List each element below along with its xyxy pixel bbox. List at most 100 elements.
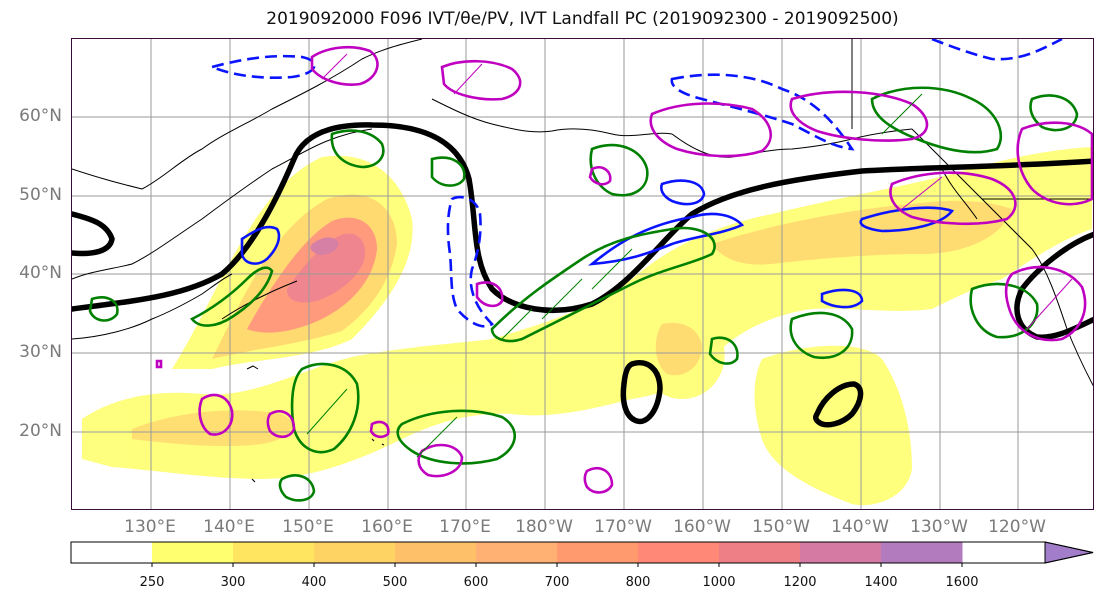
pv-contour-5 [189,266,274,327]
colorbar-outline [70,541,1094,564]
lon-label-170w: 170°W [594,517,652,537]
lon-label-170e: 170°E [439,517,491,537]
colorbar-tick-700: 700 [544,575,570,590]
theta-e-solid-5 [859,206,955,233]
landfall-pc-1 [310,45,379,86]
ivt-shading [82,147,1092,506]
landfall-pc-7 [1004,265,1087,342]
landfall-pc-5 [889,171,1017,226]
hatching [306,53,1073,458]
colorbar-tick-400: 400 [301,575,327,590]
colorbar-tick-1200: 1200 [783,575,817,590]
lat-label-20n: 20°N [19,421,62,441]
theta-e-dashed-2 [446,195,495,328]
colorbar [70,541,1094,567]
lon-label-140w: 140°W [831,517,889,537]
landfall-pc-12 [475,281,504,308]
map-title: 2019092000 F096 IVT/θe/PV, IVT Landfall … [266,9,899,29]
colorbar-tick-600: 600 [463,575,489,590]
colorbar-tick-1000: 1000 [702,575,736,590]
colorbar-cell [314,542,396,563]
colorbar-tick-800: 800 [625,575,651,590]
pv-contour-12 [708,336,739,365]
lat-label-50n: 50°N [19,185,62,205]
ivt-band-400-d [655,322,702,376]
pv-contour-10 [278,474,316,502]
theta-e-solid-2 [240,225,281,265]
colorbar-cell [395,542,477,563]
height-contour-low-1 [620,360,663,425]
landfall-pc-10 [417,443,464,478]
colorbar-cells [71,542,963,563]
lon-label-180w: 180°W [515,517,573,537]
pv-contours [88,86,1079,502]
colorbar-tick-1400: 1400 [864,575,898,590]
landfall-pc-contours [155,45,1093,494]
colorbar-cell [476,542,558,563]
pv-contour-4 [330,129,385,169]
height-contour [72,122,1093,428]
lat-label-40n: 40°N [19,263,62,283]
theta-e-solid-1 [587,212,745,266]
height-contour-east [1014,231,1093,340]
theta-e-dashed-1 [207,54,316,79]
pv-contour-7 [789,311,854,360]
colorbar-tick-500: 500 [382,575,408,590]
colorbar-tick-1600: 1600 [945,575,979,590]
theta-e-solid-4 [820,288,864,309]
lon-label-130e: 130°E [124,517,176,537]
theta-e-dashed-4 [931,39,1063,61]
colorbar-cell [800,542,882,563]
colorbar-cell [71,542,153,563]
pv-contour-3 [396,409,517,465]
colorbar-cell [881,542,963,563]
lon-label-160e: 160°E [361,517,413,537]
colorbar-extend-arrow [1044,541,1094,564]
theta-e-solid-3 [660,179,706,206]
landfall-pc-14 [369,420,390,439]
lat-label-30n: 30°N [19,342,62,362]
landfall-pc-4 [789,90,929,142]
ivt-band-1200 [286,233,366,303]
lon-label-120w: 120°W [988,517,1046,537]
theta-e-dashed-3 [670,73,855,151]
colorbar-cell [719,542,801,563]
pv-contour-11 [88,296,119,322]
pv-contour-13 [1029,94,1079,132]
landfall-pc-15 [155,359,163,369]
height-contour-west [72,211,115,257]
map-panel[interactable] [71,38,1094,510]
colorbar-tick-250: 250 [139,575,165,590]
colorbar-tick-300: 300 [220,575,246,590]
lon-label-130w: 130°W [910,517,968,537]
colorbar-cell [638,542,720,563]
ivt-band-400-b [712,200,1012,265]
height-contour-low-2 [813,381,864,428]
landfall-pc-9 [266,409,296,439]
ivt-band-400-c [132,410,293,447]
pv-contour-8 [870,86,1003,154]
landfall-pc-13 [588,166,612,186]
colorbar-cell [233,542,315,563]
lon-label-150w: 150°W [752,517,810,537]
lon-label-150e: 150°E [282,517,334,537]
lon-label-140e: 140°E [203,517,255,537]
pv-contour-14 [430,156,466,187]
landfall-pc-2 [440,59,522,101]
pv-contour-2 [290,362,360,454]
map-canvas [72,39,1093,509]
landfall-pc-8 [198,393,234,436]
colorbar-cell [557,542,639,563]
lon-label-160w: 160°W [673,517,731,537]
ivt-band-1400 [310,237,339,255]
pv-contour-1 [490,226,716,343]
lat-label-60n: 60°N [19,106,62,126]
landfall-pc-3 [649,102,772,158]
landfall-pc-11 [583,466,614,494]
colorbar-tick-marks [151,563,963,567]
height-contour-main [72,122,1093,314]
landfall-pc-6 [1016,121,1093,206]
pv-contour-6 [589,143,649,197]
theta-e-contours [207,39,1063,328]
colorbar-cell [152,542,234,563]
